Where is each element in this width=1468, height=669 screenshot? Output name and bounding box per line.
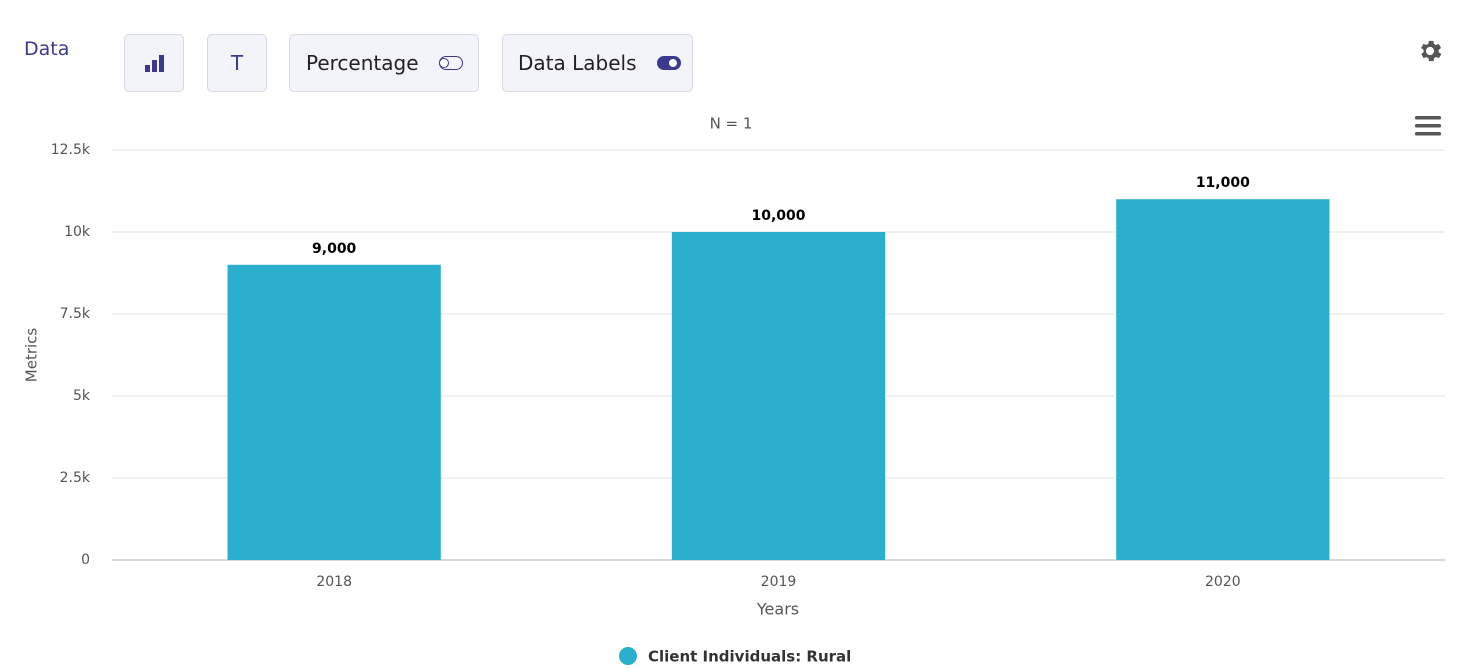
bar bbox=[227, 264, 441, 560]
toggle-switch[interactable] bbox=[438, 56, 463, 70]
y-tick-label: 7.5k bbox=[60, 306, 91, 322]
toggle-knob bbox=[439, 57, 450, 68]
bar bbox=[671, 232, 886, 560]
data-label: 9,000 bbox=[312, 241, 357, 257]
data-label: 11,000 bbox=[1196, 175, 1250, 191]
data-labels-toggle[interactable]: Data Labels bbox=[502, 34, 693, 92]
text-button[interactable]: T bbox=[207, 34, 267, 92]
x-tick-label: 2018 bbox=[316, 574, 352, 590]
chart-title: N = 1 bbox=[710, 115, 753, 133]
percentage-toggle[interactable]: Percentage bbox=[289, 34, 479, 92]
y-axis-title: Metrics bbox=[23, 328, 41, 383]
toggle-label: Percentage bbox=[306, 51, 419, 75]
y-tick-label: 2.5k bbox=[60, 470, 91, 486]
x-tick-label: 2019 bbox=[761, 574, 797, 590]
toggle-label: Data Labels bbox=[518, 51, 637, 75]
y-tick-label: 0 bbox=[81, 552, 90, 568]
data-label: 10,000 bbox=[751, 208, 805, 224]
bar bbox=[1116, 199, 1330, 560]
settings-icon[interactable] bbox=[1416, 37, 1444, 65]
data-tab[interactable]: Data bbox=[24, 38, 70, 60]
toggle-knob bbox=[667, 57, 678, 68]
y-tick-label: 10k bbox=[64, 224, 91, 240]
y-tick-label: 5k bbox=[73, 388, 91, 404]
x-axis-title: Years bbox=[756, 600, 799, 619]
chart-type-button[interactable] bbox=[124, 34, 184, 92]
bar-icon bbox=[145, 55, 164, 72]
x-tick-label: 2020 bbox=[1205, 574, 1241, 590]
toggle-switch[interactable] bbox=[656, 56, 681, 70]
menu-icon[interactable] bbox=[1415, 116, 1441, 136]
legend-label: Client Individuals: Rural bbox=[648, 648, 851, 666]
y-tick-label: 12.5k bbox=[51, 142, 91, 158]
legend-marker bbox=[619, 647, 637, 665]
